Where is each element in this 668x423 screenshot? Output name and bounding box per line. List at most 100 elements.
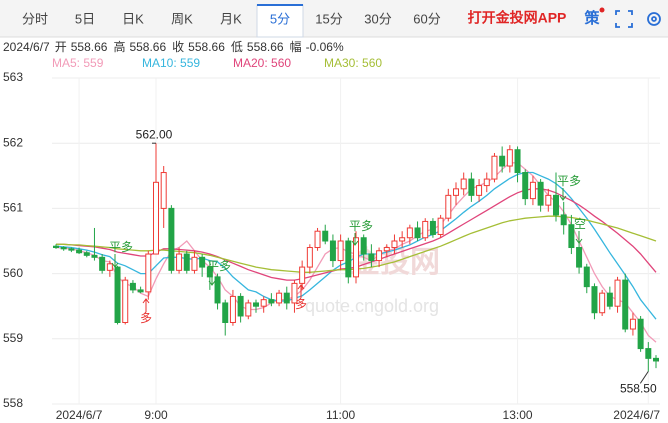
info-value: 558.66 <box>71 40 108 54</box>
candle-body <box>314 230 321 249</box>
info-label: 收 <box>172 40 184 54</box>
candle-body <box>283 292 290 304</box>
candle-body <box>537 181 544 206</box>
candle-body <box>83 252 90 256</box>
signal-arrow <box>142 298 150 312</box>
candle-body <box>153 181 159 255</box>
info-label: 幅 <box>290 39 302 54</box>
candle-body <box>568 224 575 249</box>
tab[interactable]: 周K <box>171 11 193 26</box>
info-value: 558.66 <box>129 40 166 54</box>
candle-body <box>529 181 536 200</box>
candle-body <box>391 240 398 249</box>
tab[interactable]: 15分 <box>315 11 342 26</box>
candle-body <box>614 279 621 307</box>
candle-body <box>591 286 598 314</box>
candle-body <box>60 247 67 250</box>
signal: 平多 <box>557 174 581 188</box>
candle-body <box>637 318 644 350</box>
tab[interactable]: 60分 <box>413 11 440 26</box>
candle-body <box>645 348 652 359</box>
tab[interactable]: 30分 <box>364 11 391 26</box>
info-label: 高 <box>113 39 125 54</box>
candle-body <box>653 357 659 362</box>
candle-body <box>114 266 121 323</box>
legend-entry: MA5: 559 <box>52 56 104 70</box>
signal-arrow <box>297 284 305 298</box>
signal: 平多 <box>109 240 133 254</box>
candle-body <box>214 276 221 304</box>
y-tick-label: 559 <box>3 331 23 345</box>
active-tab-box <box>256 4 304 38</box>
fullscreen-button[interactable] <box>615 10 633 28</box>
info-label: 开 <box>55 40 67 54</box>
notice-dot <box>599 7 605 13</box>
candle-body <box>206 266 213 278</box>
settings-button[interactable] <box>647 12 661 26</box>
candle-body <box>306 247 313 268</box>
low-leader <box>639 371 649 384</box>
info-value: 558.66 <box>188 40 225 54</box>
tabs: 分时 5日 日K 周K 月K 5分 15分 30分 60分 <box>22 4 441 38</box>
legend-entry: MA30: 560 <box>324 56 382 70</box>
candle-body <box>553 194 559 216</box>
candle-body <box>222 302 229 324</box>
toolbar <box>0 0 668 37</box>
signal: 平多 <box>349 219 373 233</box>
candle-body <box>68 248 75 251</box>
extreme-labels: 562.00 558.50 <box>136 127 657 395</box>
candle-body <box>268 299 275 304</box>
y-tick-label: 563 <box>3 70 23 84</box>
candle-body <box>560 214 567 226</box>
info-label: 低 <box>231 40 243 54</box>
tab[interactable]: 5日 <box>75 11 95 26</box>
x-tick-label: 9:00 <box>144 408 168 422</box>
candle-body <box>360 237 367 255</box>
strategy-button[interactable]: 策 <box>583 9 600 27</box>
legend-entry: MA20: 560 <box>233 56 291 70</box>
candle-body <box>245 302 252 317</box>
candle-body <box>129 282 136 291</box>
candle-body <box>514 149 521 174</box>
candle-body <box>422 220 429 239</box>
settings-icon <box>647 12 661 26</box>
x-tick-label: 13:00 <box>503 408 533 422</box>
candle-body <box>622 279 629 330</box>
tab[interactable]: 月K <box>220 11 242 26</box>
candle-body <box>91 254 98 258</box>
signal-arrow <box>208 273 216 286</box>
candle-body <box>353 237 359 278</box>
y-tick-label: 561 <box>3 201 23 215</box>
candle-body <box>376 250 383 262</box>
grid: 558 559 560 561 562 563 2024/6/7 9:00 11:00 13:00… <box>3 70 660 422</box>
candle-body <box>345 240 352 278</box>
candle-body <box>576 247 583 268</box>
tab[interactable]: 5分 <box>270 11 290 26</box>
signal: 空 <box>574 217 586 231</box>
candle-body <box>414 227 421 239</box>
candle-body <box>322 230 329 242</box>
y-tick-label: 562 <box>3 135 23 149</box>
signal-arrow <box>111 254 119 268</box>
candle-body <box>629 318 636 330</box>
candle-body <box>199 256 206 268</box>
candle-body <box>453 188 459 196</box>
tab[interactable]: 分时 <box>22 11 48 26</box>
candle-body <box>168 207 175 271</box>
candle-body <box>122 279 129 323</box>
y-tick-label: 558 <box>3 396 23 410</box>
info-value: -0.06% <box>306 40 344 54</box>
candle-body <box>137 289 144 293</box>
candle-body <box>176 253 183 271</box>
app-link[interactable]: 打开金投网APP <box>468 10 567 26</box>
candle-body <box>260 299 267 307</box>
legend: MA5: 559 MA10: 559 MA20: 560 MA30: 560 <box>52 56 382 70</box>
candle-body <box>106 263 113 271</box>
candle-body <box>383 247 390 252</box>
x-tick-label: 11:00 <box>326 408 355 422</box>
signal-arrow <box>559 188 567 201</box>
candle-body <box>160 172 167 209</box>
info-value: 558.66 <box>247 40 284 54</box>
tab[interactable]: 日K <box>122 11 144 26</box>
